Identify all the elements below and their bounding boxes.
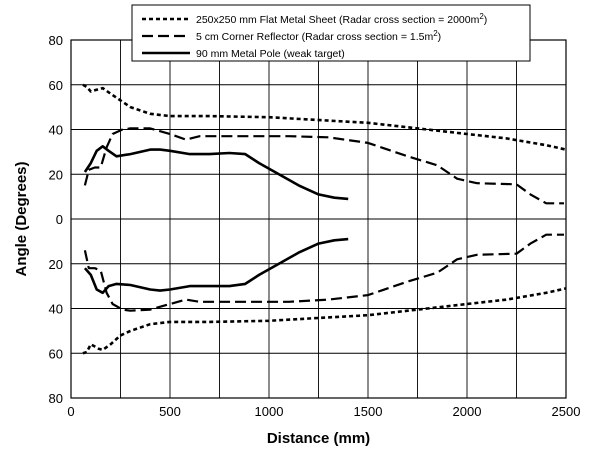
x-axis-label: Distance (mm) [267,430,370,447]
y-tick-label: 80 [49,391,63,406]
x-tick-label: 1500 [354,404,383,419]
series-layer [82,83,567,355]
y-tick-label: 20 [49,257,63,272]
y-tick-label: 20 [49,167,63,182]
x-tick-label: 2000 [453,404,482,419]
legend-label-1: 5 cm Corner Reflector (Radar cross secti… [196,29,441,43]
legend-label-0: 250x250 mm Flat Metal Sheet (Radar cross… [196,12,487,26]
y-tick-label: 60 [49,346,63,361]
series-1-upper-line [83,127,564,205]
legend-label-2: 90 mm Metal Pole (weak target) [196,48,345,60]
y-tick-label: 40 [49,302,63,317]
x-tick-label: 2500 [552,404,581,419]
grid [71,39,566,399]
y-tick-label: 0 [56,212,63,227]
series-2-lower-line [83,237,349,295]
y-tick-label: 60 [49,78,63,93]
x-tick-label: 0 [67,404,74,419]
x-tick-label: 500 [159,404,181,419]
y-axis-label: Angle (Degrees) [13,161,30,276]
y-tick-label: 80 [49,33,63,48]
legend-box [131,4,531,62]
x-tick-label: 1000 [255,404,284,419]
legend: 250x250 mm Flat Metal Sheet (Radar cross… [131,4,531,62]
y-tick-label: 40 [49,123,63,138]
x-tick-labels: 0 500 1000 1500 2000 2500 [67,404,580,419]
y-tick-labels: 80 60 40 20 0 20 40 60 80 [49,33,63,406]
series-0-upper-line [82,83,567,151]
series-2-upper-line [83,145,349,201]
